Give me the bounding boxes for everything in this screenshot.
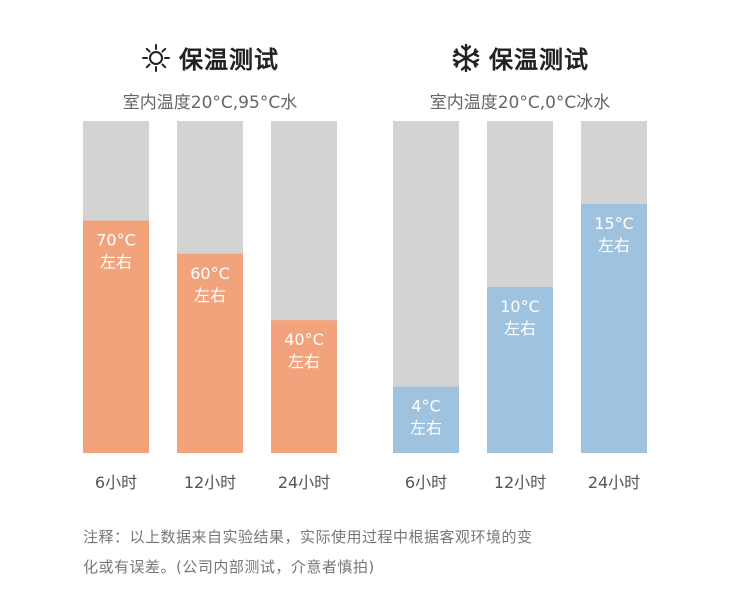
cold-test-title: 保温测试 bbox=[370, 40, 670, 75]
hot-value-label-1: 60°C bbox=[190, 264, 230, 283]
hot-bar-2 bbox=[271, 320, 337, 453]
cold-category-label-1: 12小时 bbox=[494, 473, 546, 492]
hot-category-label-0: 6小时 bbox=[95, 473, 137, 492]
cold-bar-0 bbox=[393, 386, 459, 453]
cold-approx-label-1: 左右 bbox=[504, 319, 536, 338]
cold-subtitle: 室内温度20°C,0°C冰水 bbox=[429, 93, 611, 113]
hot-subtitle: 室内温度20°C,95°C水 bbox=[122, 93, 298, 113]
cold-title-text: 保温测试 bbox=[489, 46, 589, 74]
footnote-line-2: 化或有误差。(公司内部测试，介意者慎拍) bbox=[83, 558, 375, 576]
cold-category-label-0: 6小时 bbox=[405, 473, 447, 492]
hot-approx-label-1: 左右 bbox=[194, 286, 226, 305]
hot-bar-1 bbox=[177, 253, 243, 453]
cold-value-label-1: 10°C bbox=[500, 297, 540, 316]
cold-bar-2 bbox=[581, 204, 647, 453]
cold-bar-1 bbox=[487, 287, 553, 453]
cold-approx-label-0: 左右 bbox=[410, 419, 442, 438]
cold-approx-label-2: 左右 bbox=[598, 236, 630, 255]
hot-approx-label-2: 左右 bbox=[288, 352, 320, 371]
cold-category-label-2: 24小时 bbox=[588, 473, 640, 492]
hot-title-text: 保温测试 bbox=[179, 46, 279, 74]
hot-category-label-2: 24小时 bbox=[278, 473, 330, 492]
footnote: 注释：以上数据来自实验结果，实际使用过程中根据客观环境的变 化或有误差。(公司内… bbox=[83, 522, 643, 582]
cold-value-label-2: 15°C bbox=[594, 214, 634, 233]
hot-value-label-2: 40°C bbox=[284, 330, 324, 349]
cold-bar-chart: 4°C 左右 6小时 10°C 左右 12小时 15°C 左右 24小时 bbox=[393, 121, 647, 492]
sun-icon bbox=[141, 43, 171, 73]
hot-category-label-1: 12小时 bbox=[184, 473, 236, 492]
hot-bar-chart: 70°C 左右 6小时 60°C 左右 12小时 40°C 左右 24小时 bbox=[83, 121, 337, 492]
hot-test-title: 保温测试 bbox=[60, 40, 360, 75]
hot-bar-0 bbox=[83, 220, 149, 453]
hot-approx-label-0: 左右 bbox=[100, 253, 132, 272]
footnote-line-1: 注释：以上数据来自实验结果，实际使用过程中根据客观环境的变 bbox=[83, 528, 533, 546]
snowflake-icon bbox=[451, 43, 481, 73]
cold-value-label-0: 4°C bbox=[411, 397, 440, 416]
hot-value-label-0: 70°C bbox=[96, 231, 136, 250]
